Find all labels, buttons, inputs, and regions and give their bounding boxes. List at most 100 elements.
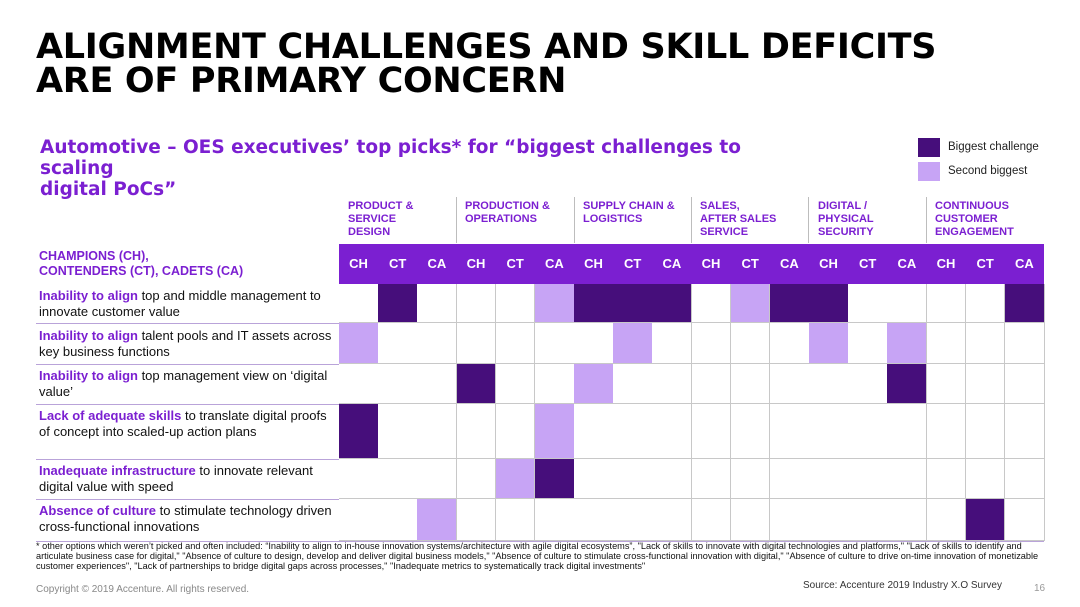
column-code: CT <box>741 256 759 271</box>
category-label-line: DIGITAL / <box>818 200 868 212</box>
category-label-line: SERVICE <box>700 226 749 238</box>
cell-empty <box>691 404 732 459</box>
cell-empty <box>1004 404 1045 459</box>
challenge-label: Inability to align top and middle manage… <box>39 288 335 320</box>
cell-empty <box>809 404 849 459</box>
cell-biggest <box>652 284 693 323</box>
cell-second <box>887 323 928 364</box>
category-label: CONTINUOUS CUSTOMER ENGAGEMENT <box>935 200 1047 239</box>
category-separator <box>574 197 575 243</box>
column-code: CH <box>466 256 486 271</box>
cell-second <box>809 323 849 364</box>
legend: Biggest challenge Second biggest <box>918 136 1039 184</box>
cell-empty <box>378 364 418 404</box>
cell-second <box>730 284 771 323</box>
category-label-line: LOGISTICS <box>583 213 643 225</box>
cell-second <box>417 499 457 541</box>
cell-empty <box>926 364 967 404</box>
cell-biggest <box>574 284 614 323</box>
cell-biggest <box>887 364 928 404</box>
challenge-label: Inability to align talent pools and IT a… <box>39 328 335 360</box>
cell-empty <box>574 323 614 364</box>
cell-empty <box>691 284 732 323</box>
cell-empty <box>652 459 693 499</box>
cell-empty <box>495 364 536 404</box>
challenge-label: Lack of adequate skills to translate dig… <box>39 408 335 440</box>
cell-biggest <box>378 284 418 323</box>
challenge-label-rest: to stimulate technology driven cross-fun… <box>39 503 332 534</box>
category-label-line: SERVICE <box>348 213 397 225</box>
category-label-line: DESIGN <box>348 226 391 238</box>
cell-second <box>495 459 536 499</box>
chart-subtitle: Automotive – OES executives’ top picks* … <box>40 137 820 200</box>
category-separator <box>691 197 692 243</box>
cell-empty <box>730 459 771 499</box>
category-label-line: SUPPLY CHAIN & <box>583 200 675 212</box>
cell-empty <box>926 459 967 499</box>
cell-empty <box>495 404 536 459</box>
challenge-label-rest: top management view on ‘digital value’ <box>39 368 328 399</box>
cell-biggest <box>769 284 810 323</box>
column-code: CA <box>662 256 682 271</box>
cell-empty <box>1004 499 1045 541</box>
cell-empty <box>769 499 810 541</box>
cell-empty <box>495 284 536 323</box>
column-code: CA <box>544 256 564 271</box>
cell-empty <box>378 323 418 364</box>
category-label: PRODUCTION & OPERATIONS <box>465 200 577 226</box>
cell-empty <box>1004 364 1045 404</box>
cell-empty <box>534 323 575 364</box>
cell-empty <box>456 459 497 499</box>
cell-empty <box>652 404 693 459</box>
cell-biggest <box>534 459 575 499</box>
cell-empty <box>848 404 888 459</box>
legend-item-second: Second biggest <box>918 160 1039 182</box>
cell-empty <box>809 364 849 404</box>
column-code: CT <box>859 256 877 271</box>
row-header-line-1: CHAMPIONS (CH), <box>39 249 149 263</box>
cell-empty <box>848 284 888 323</box>
column-code: CH <box>819 256 838 271</box>
cell-empty <box>730 499 771 541</box>
cell-empty <box>417 323 457 364</box>
category-label-line: AFTER SALES <box>700 213 777 225</box>
challenge-label-bold: Absence of culture <box>39 503 157 518</box>
cell-empty <box>652 499 693 541</box>
cell-empty <box>965 459 1006 499</box>
category-label-line: CUSTOMER <box>935 213 998 225</box>
cell-second <box>534 404 575 459</box>
cell-empty <box>652 323 693 364</box>
category-label: PRODUCT & SERVICE DESIGN <box>348 200 460 239</box>
cell-biggest <box>613 284 653 323</box>
column-code: CH <box>349 256 368 271</box>
row-header-title: CHAMPIONS (CH), CONTENDERS (CT), CADETS … <box>39 249 339 279</box>
cell-empty <box>378 499 418 541</box>
cell-empty <box>417 404 457 459</box>
challenge-label-bold: Inability to align <box>39 288 138 303</box>
category-label: DIGITAL / PHYSICAL SECURITY <box>818 200 930 239</box>
cell-empty <box>848 459 888 499</box>
legend-label-biggest: Biggest challenge <box>948 141 1039 153</box>
category-separator <box>456 197 457 243</box>
cell-second <box>574 364 614 404</box>
cell-empty <box>339 499 379 541</box>
cell-empty <box>574 459 614 499</box>
cell-empty <box>730 364 771 404</box>
cell-empty <box>848 323 888 364</box>
title-line-1: ALIGNMENT CHALLENGES AND SKILL DEFICITS <box>36 27 937 67</box>
page-title: ALIGNMENT CHALLENGES AND SKILL DEFICITS … <box>36 27 1046 101</box>
cell-empty <box>691 364 732 404</box>
title-line-2: ARE OF PRIMARY CONCERN <box>36 61 567 101</box>
column-code: CA <box>1014 256 1034 271</box>
category-label-line: PRODUCTION & <box>465 200 550 212</box>
challenge-label-bold: Inadequate infrastructure <box>39 463 196 478</box>
cell-empty <box>1004 323 1045 364</box>
row-divider <box>36 541 1044 542</box>
cell-empty <box>848 364 888 404</box>
legend-swatch-second <box>918 161 940 181</box>
cell-empty <box>730 323 771 364</box>
cell-empty <box>926 404 967 459</box>
challenge-label-rest: to innovate relevant digital value with … <box>39 463 313 494</box>
column-code: CH <box>936 256 956 271</box>
cell-empty <box>848 499 888 541</box>
